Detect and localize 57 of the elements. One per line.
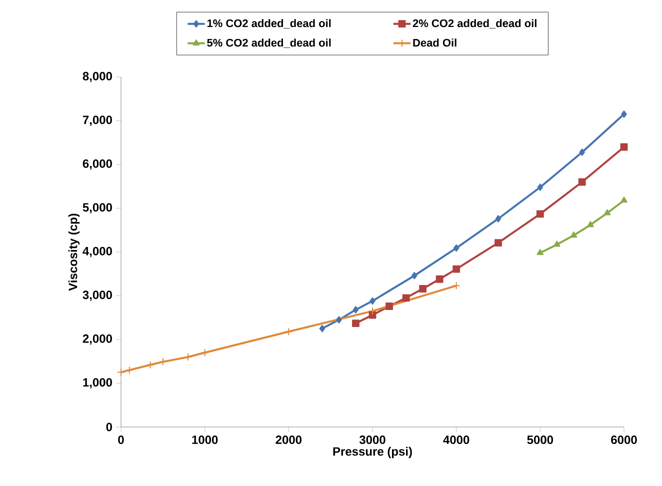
- point: [452, 265, 460, 273]
- point: [184, 352, 192, 361]
- point: [587, 220, 594, 228]
- point: [621, 110, 627, 118]
- point: [368, 307, 376, 316]
- y-tick-label: 6,000: [82, 159, 112, 170]
- y-axis-title: Viscosity (cp): [68, 214, 80, 291]
- point: [436, 275, 444, 283]
- x-tick-label: 3000: [359, 436, 386, 444]
- x-tick-label: 4000: [443, 436, 470, 444]
- point: [579, 148, 585, 156]
- point: [200, 348, 209, 357]
- x-tick-label: 1000: [192, 436, 218, 444]
- point: [537, 184, 544, 191]
- y-tick-label: 2,000: [82, 334, 112, 345]
- point: [578, 178, 586, 186]
- y-tick-label: 5,000: [82, 203, 112, 214]
- y-tick-label: 3,000: [82, 290, 112, 301]
- point: [495, 215, 502, 222]
- legend-label: 1% CO2 added_dead oil: [207, 19, 331, 28]
- point: [336, 316, 342, 324]
- y-tick-label: 4,000: [82, 246, 112, 258]
- x-tick-label: 5000: [527, 436, 554, 444]
- legend-label: Dead Oil: [413, 38, 456, 47]
- point: [536, 210, 544, 218]
- point: [412, 272, 418, 280]
- point: [604, 209, 611, 216]
- point: [494, 239, 502, 246]
- point: [352, 306, 359, 314]
- x-tick-label: 2000: [276, 436, 302, 444]
- point: [419, 285, 426, 292]
- point: [402, 294, 410, 302]
- x-axis-title: Pressure (psi): [333, 446, 412, 458]
- point: [536, 248, 544, 256]
- point: [370, 297, 376, 305]
- point: [158, 358, 167, 366]
- legend-label: 2% CO2 added_dead oil: [412, 19, 536, 28]
- point: [620, 143, 628, 151]
- point: [453, 244, 460, 252]
- x-tick-label: 6000: [611, 436, 637, 444]
- point: [146, 360, 154, 369]
- point: [352, 320, 360, 327]
- point: [125, 366, 134, 374]
- legend-label: 5% CO2 added_dead oil: [207, 38, 331, 48]
- y-tick-label: 0: [106, 422, 112, 432]
- x-tick-label: 0: [118, 436, 124, 444]
- point: [386, 302, 393, 310]
- point: [117, 368, 126, 376]
- y-tick-label: 1,000: [83, 378, 112, 388]
- point: [284, 328, 293, 336]
- y-tick-label: 8,000: [82, 72, 112, 82]
- point: [553, 240, 560, 247]
- y-tick-label: 7,000: [82, 116, 112, 126]
- point: [319, 324, 326, 332]
- point: [570, 231, 578, 238]
- point: [620, 196, 628, 203]
- point: [452, 282, 460, 290]
